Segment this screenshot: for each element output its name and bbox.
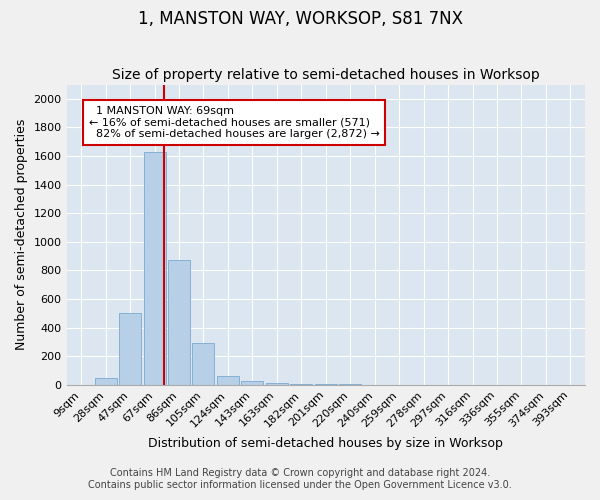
Bar — [241, 380, 263, 385]
Bar — [290, 384, 313, 385]
Bar — [119, 314, 141, 385]
Bar — [168, 260, 190, 385]
Bar — [95, 378, 116, 385]
Bar — [193, 344, 214, 385]
Text: 1 MANSTON WAY: 69sqm
← 16% of semi-detached houses are smaller (571)
  82% of se: 1 MANSTON WAY: 69sqm ← 16% of semi-detac… — [89, 106, 379, 139]
Text: Contains HM Land Registry data © Crown copyright and database right 2024.
Contai: Contains HM Land Registry data © Crown c… — [88, 468, 512, 490]
Title: Size of property relative to semi-detached houses in Worksop: Size of property relative to semi-detach… — [112, 68, 539, 82]
X-axis label: Distribution of semi-detached houses by size in Worksop: Distribution of semi-detached houses by … — [148, 437, 503, 450]
Bar — [143, 152, 166, 385]
Y-axis label: Number of semi-detached properties: Number of semi-detached properties — [15, 119, 28, 350]
Bar — [217, 376, 239, 385]
Bar — [315, 384, 337, 385]
Bar — [339, 384, 361, 385]
Bar — [266, 382, 288, 385]
Text: 1, MANSTON WAY, WORKSOP, S81 7NX: 1, MANSTON WAY, WORKSOP, S81 7NX — [137, 10, 463, 28]
